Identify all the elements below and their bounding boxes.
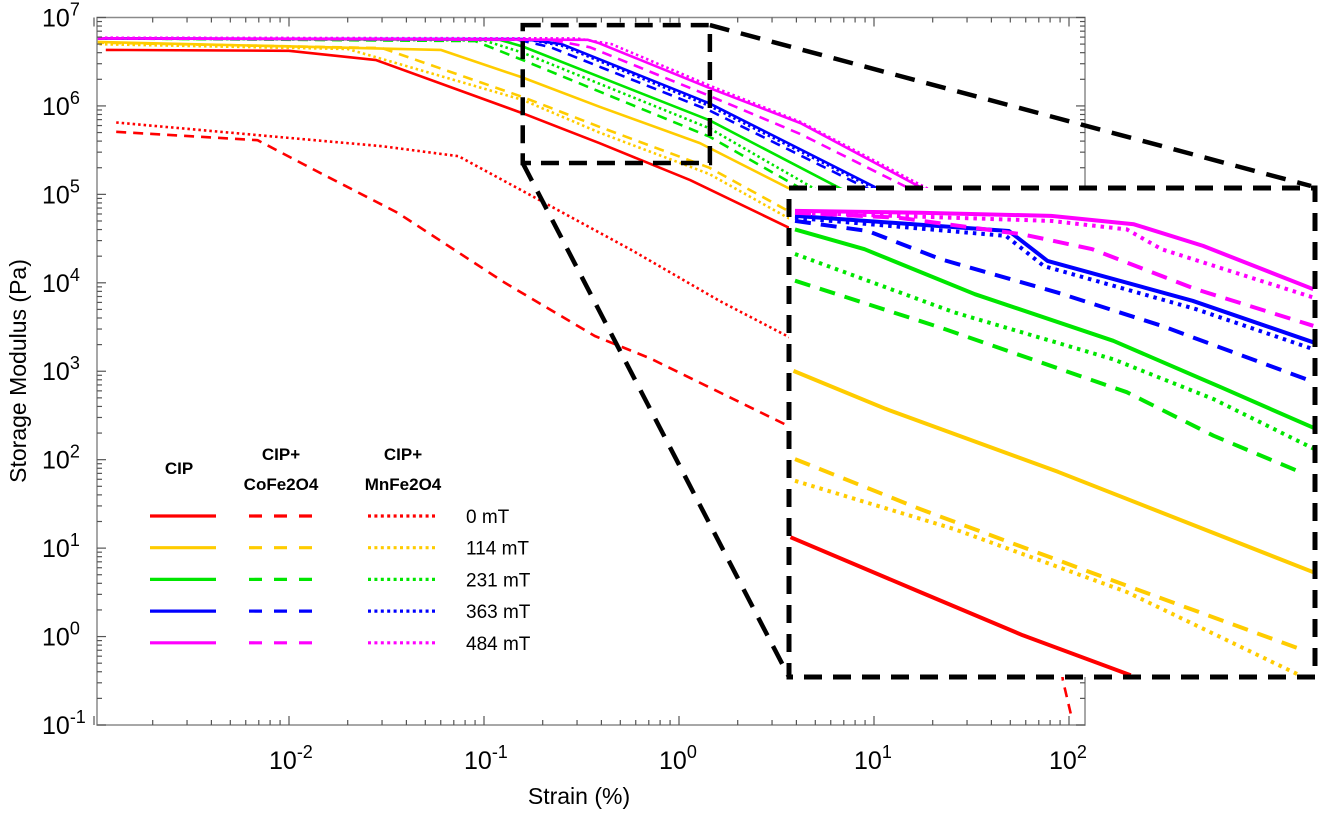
legend: CIP CIP+ CoFe2O4 CIP+ MnFe2O4 0 mT 114 mT…	[150, 445, 531, 655]
main-series-cip-0mt	[105, 48, 1070, 363]
x-tick-label: 101	[854, 742, 892, 775]
inset-series-cip+cofe2o4-231mt	[794, 278, 1301, 474]
y-tick-label: 100	[42, 619, 80, 652]
legend-header-mnfe-1: CIP+	[384, 445, 422, 464]
legend-header-cofe-1: CIP+	[262, 445, 300, 464]
x-tick-label: 10-1	[464, 742, 508, 775]
zoom-region-box	[520, 22, 713, 166]
inset-series-cip+mnfe2o4-114mt	[794, 478, 1301, 677]
main-series-cip+mnfe2o4-0mt	[116, 121, 875, 381]
x-tick-label: 102	[1049, 742, 1087, 775]
legend-field-label: 114 mT	[466, 539, 529, 560]
inset-series-cip-231mt	[794, 227, 1315, 430]
legend-field-label: 0 mT	[466, 507, 510, 528]
legend-field-label: 231 mT	[466, 570, 531, 591]
inset-series-cip+cofe2o4-114mt	[794, 457, 1301, 651]
x-axis-title: Strain (%)	[528, 783, 630, 809]
zoom-connector-top	[709, 22, 1312, 189]
y-tick-label: 105	[42, 176, 80, 209]
zoom-indicator	[520, 22, 1312, 679]
inset-series-cip-363mt	[794, 213, 1314, 345]
legend-header-mnfe-2: MnFe2O4	[365, 475, 442, 494]
axis-ticks	[93, 16, 1085, 726]
inset-series-cip+mnfe2o4-231mt	[794, 252, 1315, 451]
legend-header-cip: CIP	[165, 459, 193, 478]
legend-header-cofe-2: CoFe2O4	[244, 475, 319, 494]
inset-series-cip-114mt	[792, 369, 1315, 575]
inset-series-cip-0mt	[789, 535, 1132, 677]
y-tick-label: 102	[42, 442, 80, 475]
y-axis-title: Storage Modulus (Pa)	[5, 259, 31, 483]
inset-lines	[789, 208, 1315, 677]
inset-series-cip+cofe2o4-363mt	[794, 218, 1308, 382]
tick-labels: 10-1 100 101 102 103 104 105 106 107 10-2 10-1 100 1…	[42, 0, 1087, 775]
inset-series-cip+mnfe2o4-484mt	[794, 210, 1314, 300]
y-tick-label: 104	[42, 265, 80, 298]
main-series-cip+mnfe2o4-114mt	[97, 42, 1070, 357]
y-tick-label: 106	[42, 88, 80, 121]
legend-field-label: 484 mT	[466, 634, 531, 655]
inset-plot	[786, 185, 1318, 680]
main-series-cip-114mt	[97, 40, 1070, 311]
inset-series-cip-484mt	[794, 208, 1315, 292]
zoom-connector-bottom	[520, 162, 791, 679]
legend-field-label: 363 mT	[466, 602, 531, 623]
inset-series-cip+mnfe2o4-363mt	[794, 215, 1314, 352]
y-tick-label: 107	[42, 0, 80, 32]
y-tick-label: 103	[42, 353, 80, 386]
x-tick-label: 10-2	[269, 742, 313, 775]
inset-background	[789, 188, 1315, 677]
main-series-cip+cofe2o4-0mt	[116, 130, 1072, 714]
y-tick-label: 10-1	[42, 707, 86, 740]
inset-border	[786, 185, 1318, 680]
main-series-cip+cofe2o4-114mt	[97, 41, 1070, 346]
x-tick-label: 100	[659, 742, 697, 775]
y-tick-label: 101	[42, 530, 80, 563]
